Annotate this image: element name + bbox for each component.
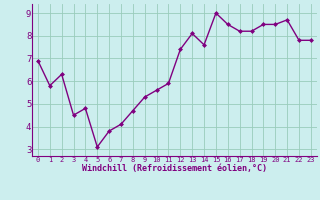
X-axis label: Windchill (Refroidissement éolien,°C): Windchill (Refroidissement éolien,°C) — [82, 164, 267, 173]
